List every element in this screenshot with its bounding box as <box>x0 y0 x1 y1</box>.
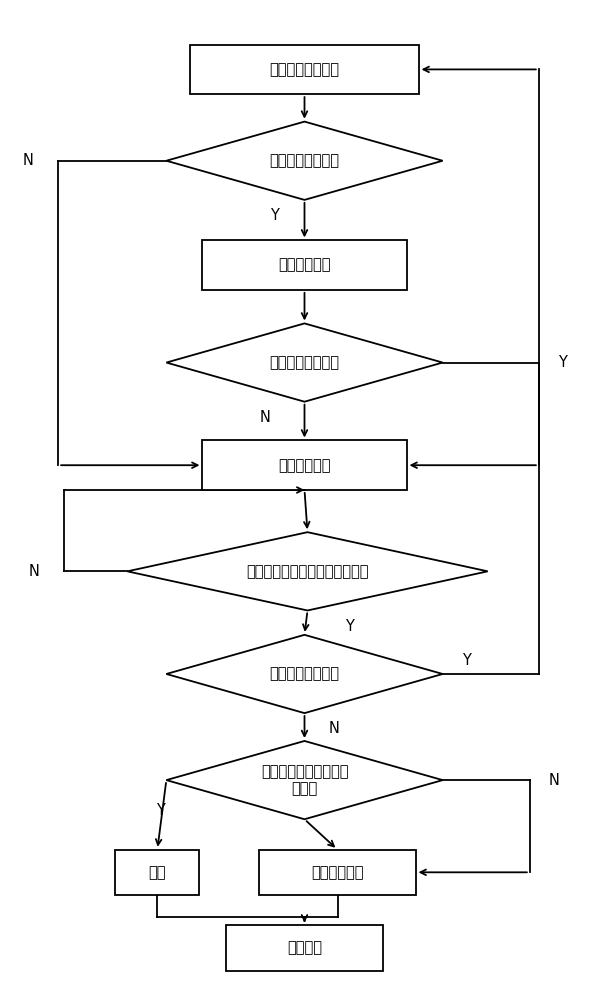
Text: Y: Y <box>558 355 567 370</box>
Text: 是否调整客户权值: 是否调整客户权值 <box>270 666 339 681</box>
Text: 座席状态是否改变: 座席状态是否改变 <box>270 355 339 370</box>
FancyBboxPatch shape <box>202 440 407 490</box>
Polygon shape <box>166 323 443 402</box>
Text: 是否调整排队顺序: 是否调整排队顺序 <box>270 153 339 168</box>
Text: Y: Y <box>345 619 354 634</box>
Polygon shape <box>127 532 488 610</box>
FancyBboxPatch shape <box>259 850 415 895</box>
Text: 调整排队顺序: 调整排队顺序 <box>278 258 331 273</box>
Text: Y: Y <box>156 803 165 818</box>
Text: N: N <box>329 721 340 736</box>
Polygon shape <box>166 635 443 713</box>
Text: 重新分配座席: 重新分配座席 <box>311 865 364 880</box>
FancyBboxPatch shape <box>227 925 382 971</box>
Text: 排队时长是否超过排队阈值时间: 排队时长是否超过排队阈值时间 <box>246 564 369 579</box>
Text: Y: Y <box>270 208 279 223</box>
FancyBboxPatch shape <box>202 240 407 290</box>
FancyBboxPatch shape <box>191 45 418 94</box>
Text: 挂机: 挂机 <box>149 865 166 880</box>
Text: Y: Y <box>462 653 471 668</box>
FancyBboxPatch shape <box>115 850 199 895</box>
Text: N: N <box>29 564 40 579</box>
Text: N: N <box>260 410 271 425</box>
Polygon shape <box>166 741 443 819</box>
Text: N: N <box>23 153 33 168</box>
Text: N: N <box>548 773 559 788</box>
Text: 计算排队客户权值: 计算排队客户权值 <box>270 62 339 77</box>
Polygon shape <box>166 122 443 200</box>
Text: 排队次数是否超过设定
次数值: 排队次数是否超过设定 次数值 <box>261 764 348 796</box>
Text: 结束排队: 结束排队 <box>287 940 322 955</box>
Text: 进入排队状态: 进入排队状态 <box>278 458 331 473</box>
